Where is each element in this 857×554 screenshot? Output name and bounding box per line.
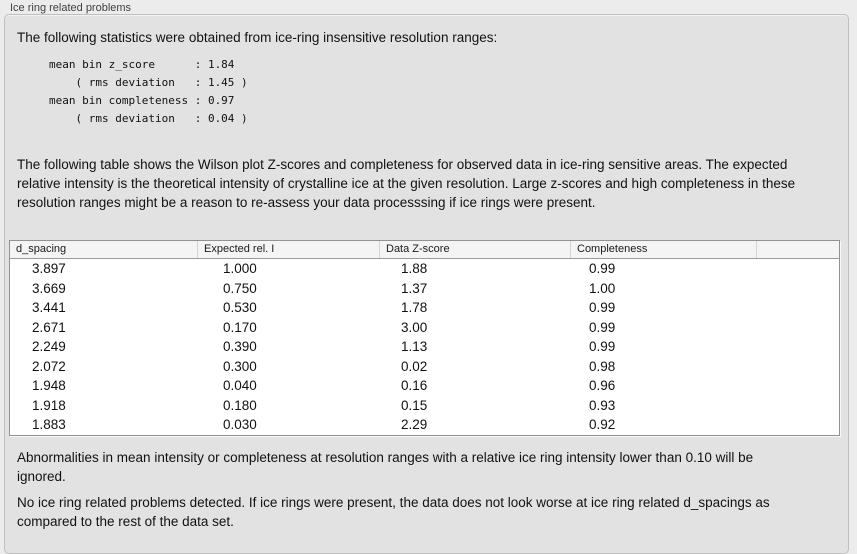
- column-header-d-spacing[interactable]: d_spacing: [10, 241, 198, 258]
- cell-d-spacing: 1.948: [32, 378, 66, 394]
- cell-expected-rel-i: 0.530: [223, 300, 257, 316]
- cell-empty: [757, 279, 839, 299]
- cell-empty: [757, 298, 839, 318]
- ice-ring-table: d_spacing Expected rel. I Data Z-score C…: [9, 240, 840, 436]
- column-header-empty: [757, 241, 839, 258]
- cell-data-z-score: 1.13: [401, 339, 428, 355]
- cell-completeness: 0.98: [589, 358, 616, 374]
- ice-ring-group-box: The following statistics were obtained f…: [4, 14, 849, 554]
- stat-line-z-rms-deviation: ( rms deviation : 1.45 ): [49, 76, 248, 89]
- ignored-note-text: Abnormalities in mean intensity or compl…: [17, 450, 754, 484]
- cell-expected-rel-i: 0.390: [223, 339, 257, 355]
- cell-data-z-score: 0.15: [401, 397, 428, 413]
- table-row[interactable]: 2.249 0.390 1.13 0.99: [10, 337, 839, 357]
- cell-d-spacing: 3.669: [32, 280, 66, 296]
- cell-empty: [757, 396, 839, 416]
- table-row[interactable]: 1.948 0.040 0.16 0.96: [10, 376, 839, 396]
- cell-d-spacing: 1.918: [32, 397, 66, 413]
- table-row[interactable]: 1.883 0.030 2.29 0.92: [10, 415, 839, 435]
- cell-expected-rel-i: 0.030: [223, 417, 257, 433]
- cell-expected-rel-i: 0.040: [223, 378, 257, 394]
- cell-d-spacing: 2.249: [32, 339, 66, 355]
- cell-empty: [757, 337, 839, 357]
- cell-data-z-score: 0.02: [401, 358, 428, 374]
- cell-data-z-score: 1.37: [401, 280, 428, 296]
- panel-title: Ice ring related problems: [10, 2, 132, 14]
- table-row[interactable]: 3.441 0.530 1.78 0.99: [10, 298, 839, 318]
- cell-completeness: 0.99: [589, 300, 616, 316]
- table-row[interactable]: 3.669 0.750 1.37 1.00: [10, 279, 839, 299]
- cell-expected-rel-i: 0.750: [223, 280, 257, 296]
- cell-expected-rel-i: 0.180: [223, 397, 257, 413]
- cell-d-spacing: 2.671: [32, 319, 66, 335]
- cell-completeness: 0.99: [589, 261, 616, 276]
- cell-d-spacing: 3.897: [32, 261, 66, 276]
- table-row[interactable]: 2.072 0.300 0.02 0.98: [10, 357, 839, 377]
- table-body: 3.897 1.000 1.88 0.99 3.669 0.750 1.37 1…: [10, 259, 839, 435]
- cell-data-z-score: 1.78: [401, 300, 428, 316]
- column-header-expected-rel-i[interactable]: Expected rel. I: [198, 241, 380, 258]
- cell-data-z-score: 1.88: [401, 261, 428, 276]
- cell-data-z-score: 0.16: [401, 378, 428, 394]
- table-description-text: The following table shows the Wilson plo…: [17, 157, 796, 210]
- cell-d-spacing: 2.072: [32, 358, 66, 374]
- table-row[interactable]: 2.671 0.170 3.00 0.99: [10, 318, 839, 338]
- cell-completeness: 0.96: [589, 378, 616, 394]
- column-header-data-z-score[interactable]: Data Z-score: [380, 241, 571, 258]
- table-row[interactable]: 3.897 1.000 1.88 0.99: [10, 259, 839, 279]
- table-row[interactable]: 1.918 0.180 0.15 0.93: [10, 396, 839, 416]
- cell-completeness: 0.93: [589, 397, 616, 413]
- cell-data-z-score: 3.00: [401, 319, 428, 335]
- stats-mono-block: mean bin z_score : 1.84 ( rms deviation …: [49, 56, 248, 128]
- cell-empty: [757, 259, 839, 279]
- cell-d-spacing: 3.441: [32, 300, 66, 316]
- cell-completeness: 0.92: [589, 417, 616, 433]
- cell-expected-rel-i: 0.300: [223, 358, 257, 374]
- conclusion-text: No ice ring related problems detected. I…: [17, 495, 770, 529]
- cell-expected-rel-i: 0.170: [223, 319, 257, 335]
- cell-empty: [757, 376, 839, 396]
- stat-line-mean-completeness: mean bin completeness : 0.97: [49, 94, 235, 107]
- cell-empty: [757, 357, 839, 377]
- stat-line-completeness-rms-deviation: ( rms deviation : 0.04 ): [49, 112, 248, 125]
- column-header-completeness[interactable]: Completeness: [571, 241, 757, 258]
- table-header-row: d_spacing Expected rel. I Data Z-score C…: [10, 241, 839, 259]
- stats-intro-text: The following statistics were obtained f…: [17, 30, 498, 45]
- cell-data-z-score: 2.29: [401, 417, 428, 433]
- cell-completeness: 1.00: [589, 280, 616, 296]
- cell-expected-rel-i: 1.000: [223, 261, 257, 276]
- stat-line-mean-z-score: mean bin z_score : 1.84: [49, 58, 235, 71]
- cell-completeness: 0.99: [589, 339, 616, 355]
- cell-d-spacing: 1.883: [32, 417, 66, 433]
- cell-empty: [757, 415, 839, 435]
- cell-completeness: 0.99: [589, 319, 616, 335]
- cell-empty: [757, 318, 839, 338]
